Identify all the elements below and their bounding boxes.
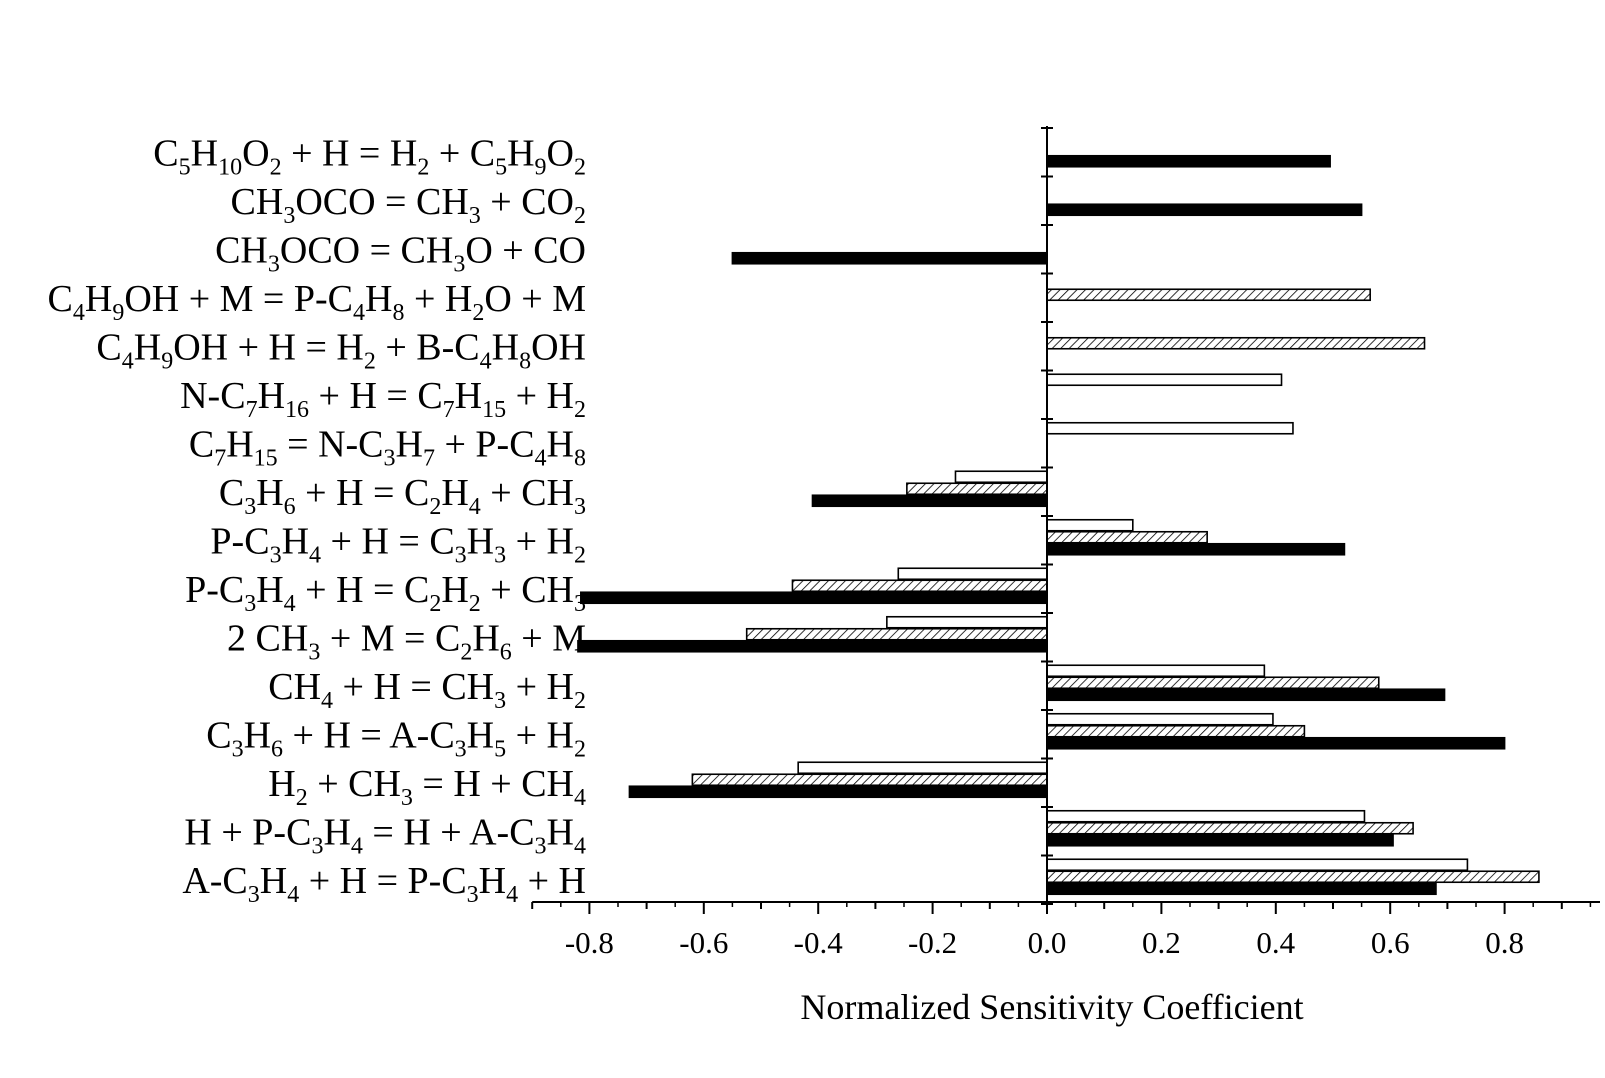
category-label: CH3OCO = CH3O + CO	[215, 229, 586, 277]
bar-solid-2	[731, 251, 1048, 265]
x-tick-label: 0.4	[1256, 925, 1295, 960]
x-axis-label: Normalized Sensitivity Coefficient	[800, 987, 1303, 1027]
category-label: N-C7H16 + H = C7H15 + H2	[180, 375, 586, 423]
bar-open-10	[886, 615, 1048, 629]
category-label: C3H6 + H = C2H4 + CH3	[219, 472, 586, 520]
category-label: P-C3H4 + H = C3H3 + H2	[210, 520, 586, 568]
bar-hatched-13	[691, 773, 1048, 787]
bar-hatched-7	[906, 482, 1048, 496]
category-label: A-C3H4 + H = P-C3H4 + H	[182, 860, 586, 908]
bar-solid-1	[1046, 203, 1363, 217]
category-label: C5H10O2 + H = H2 + C5H9O2	[153, 132, 586, 180]
bar-solid-11	[1046, 688, 1446, 702]
bar-hatched-8	[1046, 530, 1208, 544]
x-tick-label: 0.6	[1371, 925, 1410, 960]
bar-solid-12	[1046, 736, 1506, 750]
x-tick-label: -0.8	[565, 925, 614, 960]
category-label: CH4 + H = CH3 + H2	[268, 666, 586, 714]
bar-open-11	[1046, 664, 1266, 678]
bar-hatched-9	[791, 579, 1048, 593]
bars-layer	[577, 154, 1540, 896]
category-label: P-C3H4 + H = C2H2 + CH3	[185, 569, 586, 617]
x-tick-label: -0.6	[679, 925, 728, 960]
bar-solid-9	[580, 591, 1048, 605]
bar-open-13	[797, 761, 1048, 775]
axes-layer	[531, 126, 1600, 914]
bar-open-5	[1046, 373, 1283, 387]
bar-solid-15	[1046, 882, 1437, 896]
bar-solid-14	[1046, 833, 1394, 847]
bar-open-15	[1046, 858, 1469, 872]
bar-hatched-12	[1046, 724, 1306, 738]
x-tick-labels: -0.8 -0.6 -0.4 -0.2 0.0 0.2 0.4 0.6 0.8	[565, 925, 1524, 960]
category-label: CH3OCO = CH3 + CO2	[231, 181, 586, 229]
category-label: C4H9OH + H = H2 + B-C4H8OH	[96, 326, 586, 374]
bar-hatched-11	[1046, 676, 1380, 690]
x-tick-label: -0.2	[908, 925, 957, 960]
bar-open-6	[1046, 421, 1294, 435]
bar-solid-7	[811, 494, 1048, 508]
bar-hatched-3	[1046, 288, 1371, 302]
category-label: 2 CH3 + M = C2H6 + M	[227, 617, 586, 665]
bar-hatched-4	[1046, 336, 1426, 350]
bar-hatched-14	[1046, 821, 1414, 835]
bar-open-12	[1046, 712, 1274, 726]
bar-solid-10	[577, 639, 1048, 653]
category-label: C4H9OH + M = P-C4H8 + H2O + M	[48, 278, 586, 326]
x-tick-label: 0.0	[1028, 925, 1067, 960]
category-label: H2 + CH3 = H + CH4	[268, 763, 586, 811]
bar-open-14	[1046, 809, 1366, 823]
bar-solid-13	[628, 785, 1048, 799]
bar-open-9	[897, 567, 1048, 581]
bar-open-7	[954, 470, 1048, 484]
category-label: C3H6 + H = A-C3H5 + H2	[206, 714, 586, 762]
bar-hatched-10	[745, 627, 1048, 641]
bar-solid-8	[1046, 542, 1346, 556]
x-tick-label: -0.4	[794, 925, 844, 960]
x-tick-label: 0.8	[1485, 925, 1524, 960]
category-label: H + P-C3H4 = H + A-C3H4	[184, 811, 586, 859]
category-label: C7H15 = N-C3H7 + P-C4H8	[189, 423, 586, 471]
bar-hatched-15	[1046, 870, 1540, 884]
bar-solid-0	[1046, 154, 1331, 168]
bar-open-8	[1046, 518, 1134, 532]
x-tick-label: 0.2	[1142, 925, 1181, 960]
